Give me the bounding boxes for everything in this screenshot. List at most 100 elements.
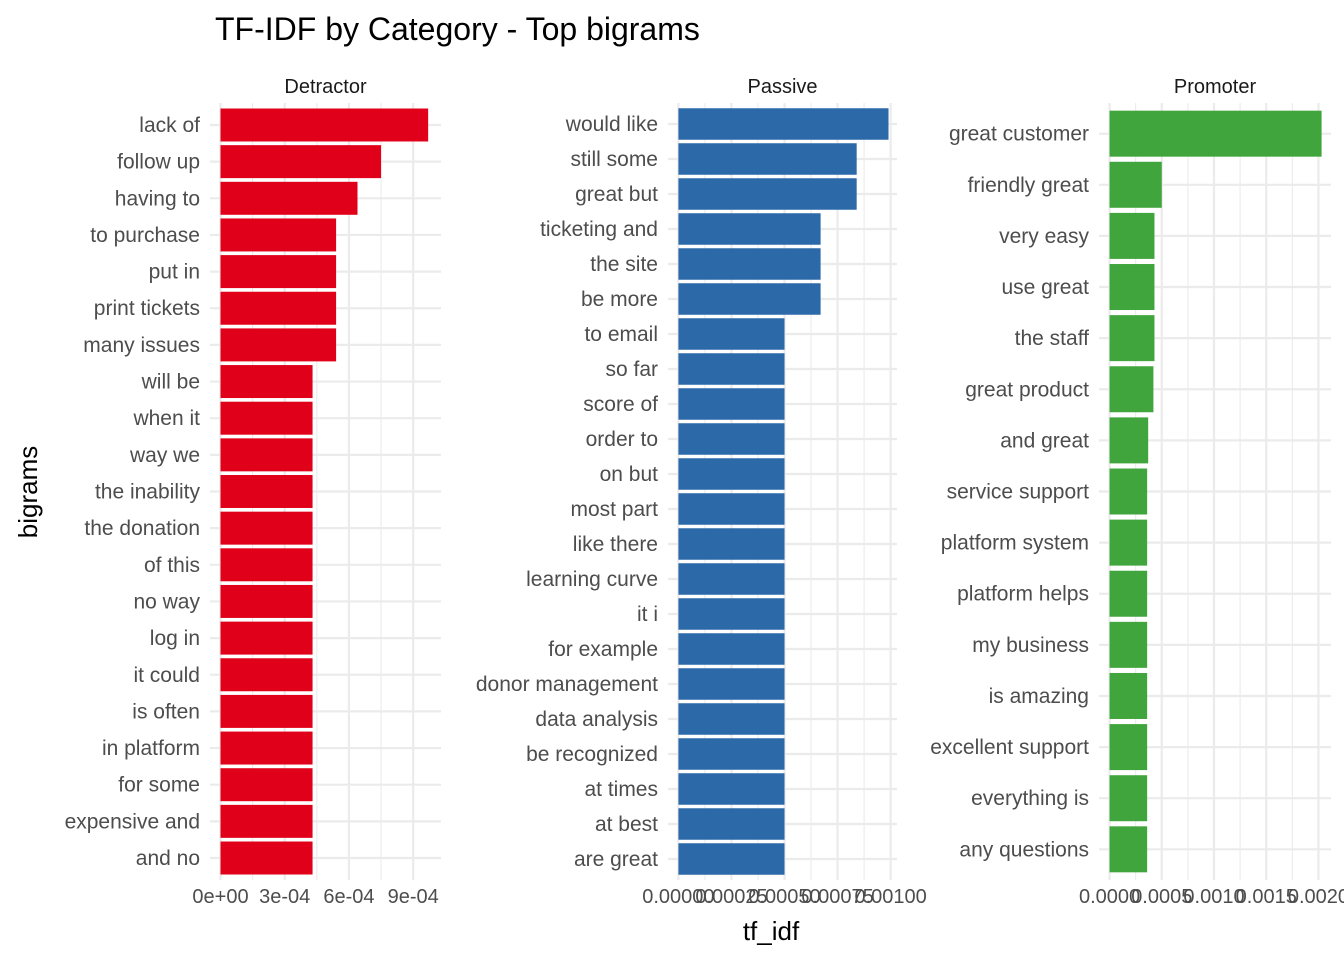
category-label: for example xyxy=(548,638,658,661)
bar-so-far xyxy=(678,353,785,385)
x-tick-label: 0.00000 xyxy=(642,886,714,908)
category-label: to email xyxy=(584,323,658,346)
bar-like-there xyxy=(678,528,785,560)
bar-score-of xyxy=(678,388,785,420)
category-label: having to xyxy=(115,187,200,210)
x-tick-label: 0.00100 xyxy=(854,886,926,908)
x-tick-label: 3e-04 xyxy=(259,886,310,908)
x-tick-label: 6e-04 xyxy=(323,886,374,908)
y-axis-title: bigrams xyxy=(13,446,43,538)
category-label: be more xyxy=(581,288,658,311)
category-label: very easy xyxy=(999,225,1089,248)
bar-are-great xyxy=(678,843,785,875)
category-label: to purchase xyxy=(90,224,200,247)
category-label: order to xyxy=(586,428,658,451)
category-label: put in xyxy=(149,261,200,284)
bar-the-inability xyxy=(220,475,313,508)
bar-would-like xyxy=(678,108,889,140)
category-label: platform helps xyxy=(957,583,1089,606)
chart-title: TF-IDF by Category - Top bigrams xyxy=(215,11,700,47)
facet-panels: lack of follow up having to to purchase put … xyxy=(65,76,1344,908)
x-tick-label: 0.0015 xyxy=(1236,886,1297,908)
category-label: the inability xyxy=(95,481,201,504)
category-label: learning curve xyxy=(526,568,658,591)
category-label: lack of xyxy=(139,114,200,137)
category-label: when it xyxy=(132,407,200,430)
facet-passive: would like still some great but ticketing a… xyxy=(476,76,927,908)
bar-be-recognized xyxy=(678,738,785,770)
category-label: follow up xyxy=(117,151,200,174)
x-tick-label: 0.0020 xyxy=(1288,886,1344,908)
x-axis-title: tf_idf xyxy=(743,916,800,946)
bar-for-example xyxy=(678,633,785,665)
bar-and-great xyxy=(1109,417,1149,464)
bar-lack-of xyxy=(220,108,429,142)
bar-print-tickets xyxy=(220,291,337,325)
category-label: use great xyxy=(1001,276,1089,299)
bar-many-issues xyxy=(220,328,337,362)
category-label: the site xyxy=(590,253,658,276)
category-label: everything is xyxy=(971,787,1089,810)
bar-when-it xyxy=(220,401,313,435)
bar-order-to xyxy=(678,423,785,455)
x-tick-label: 0.0005 xyxy=(1131,886,1192,908)
facet-detractor: lack of follow up having to to purchase put … xyxy=(65,76,441,908)
category-label: would like xyxy=(565,113,658,136)
facet-strip-label: Passive xyxy=(747,76,817,98)
x-tick-label: 0e+00 xyxy=(192,886,248,908)
category-label: platform system xyxy=(941,532,1089,555)
category-label: service support xyxy=(947,481,1090,504)
bar-in-platform xyxy=(220,731,313,765)
bar-at-best xyxy=(678,808,785,840)
category-label: friendly great xyxy=(968,174,1090,197)
category-label: like there xyxy=(573,533,658,556)
category-label: ticketing and xyxy=(540,218,658,241)
x-tick-label: 0.00075 xyxy=(801,886,873,908)
category-label: donor management xyxy=(476,673,658,696)
x-tick-label: 0.0010 xyxy=(1183,886,1244,908)
bar-my-business xyxy=(1109,621,1148,668)
bar-way-we xyxy=(220,438,313,472)
bar-great-but xyxy=(678,178,857,210)
category-label: any questions xyxy=(959,838,1089,861)
category-label: score of xyxy=(583,393,658,416)
bar-to-purchase xyxy=(220,218,337,252)
category-label: expensive and xyxy=(65,810,200,833)
category-label: great customer xyxy=(949,123,1089,146)
bar-excellent-support xyxy=(1109,724,1148,771)
bar-follow-up xyxy=(220,145,382,179)
facet-promoter: great customer friendly great very easy use… xyxy=(930,76,1344,908)
bar-of-this xyxy=(220,548,313,582)
bar-platform-system xyxy=(1109,519,1148,566)
bar-be-more xyxy=(678,283,821,315)
bar-any-questions xyxy=(1109,826,1148,873)
bar-learning-curve xyxy=(678,563,785,595)
bar-having-to xyxy=(220,181,358,215)
category-label: in platform xyxy=(102,737,200,760)
category-label: way we xyxy=(129,444,200,467)
bar-it-could xyxy=(220,658,313,692)
category-label: it i xyxy=(637,603,658,626)
category-label: no way xyxy=(133,590,200,613)
bar-log-in xyxy=(220,621,313,655)
category-label: my business xyxy=(972,634,1089,657)
bar-the-staff xyxy=(1109,315,1155,362)
bar-still-some xyxy=(678,143,857,175)
category-label: be recognized xyxy=(526,743,658,766)
bar-great-product xyxy=(1109,366,1154,413)
category-label: the donation xyxy=(84,517,200,540)
x-tick-label: 0.00050 xyxy=(748,886,820,908)
category-label: is amazing xyxy=(989,685,1089,708)
category-label: many issues xyxy=(83,334,200,357)
bar-put-in xyxy=(220,255,337,289)
bar-platform-helps xyxy=(1109,570,1148,617)
bar-to-email xyxy=(678,318,785,350)
category-label: are great xyxy=(574,848,658,871)
category-label: great product xyxy=(965,378,1089,401)
category-label: log in xyxy=(150,627,200,650)
bar-and-no xyxy=(220,841,313,875)
category-label: great but xyxy=(575,183,658,206)
bar-is-often xyxy=(220,694,313,728)
